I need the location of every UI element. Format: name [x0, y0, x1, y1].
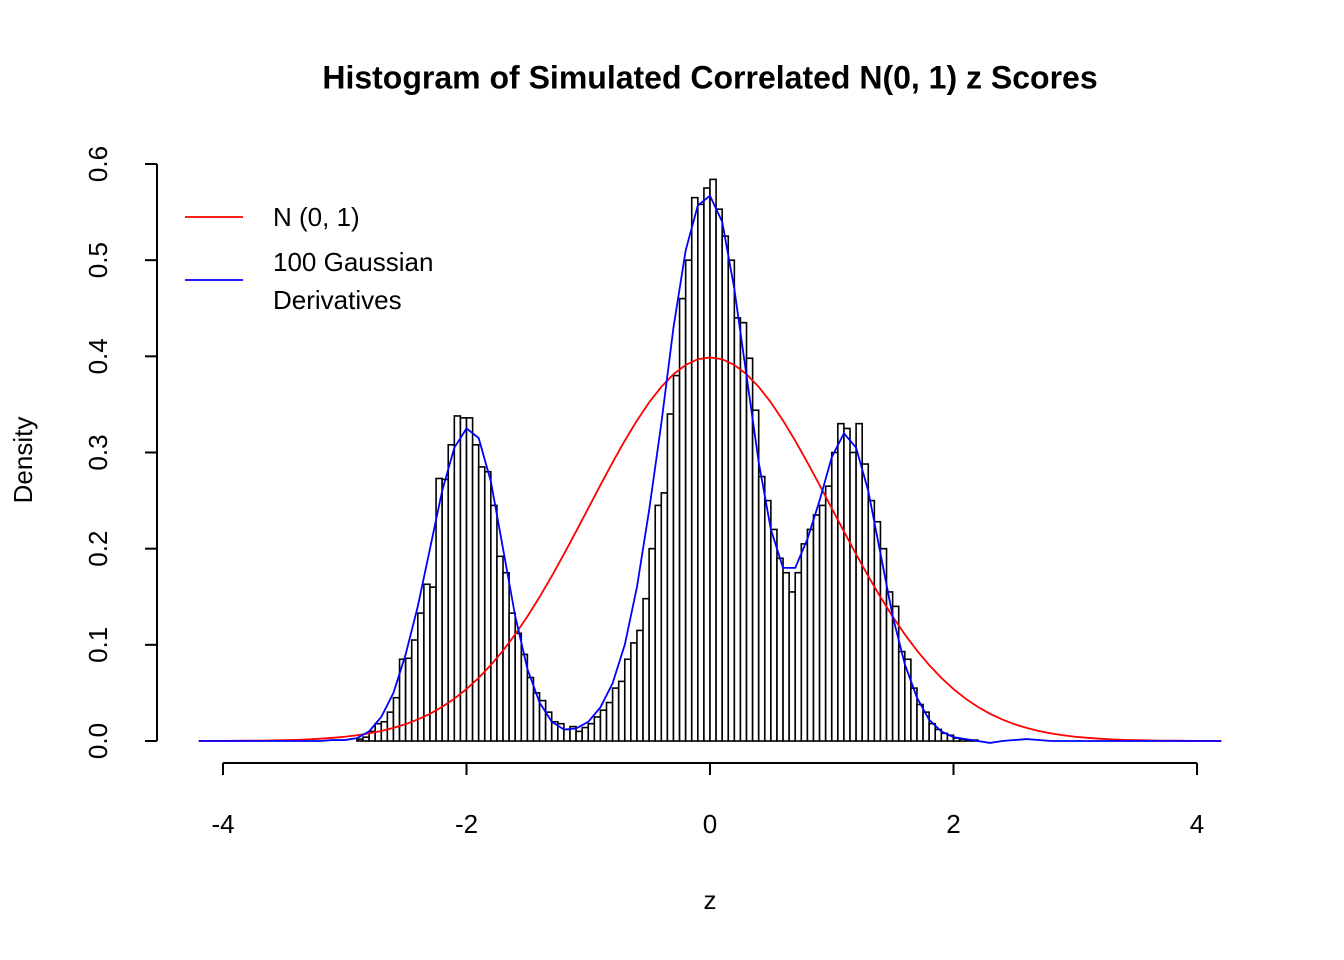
histogram-bar [496, 555, 504, 742]
y-axis-label: Density [8, 417, 38, 504]
histogram-bar [684, 259, 693, 742]
histogram-bar [636, 629, 644, 742]
histogram-bar [465, 417, 474, 742]
histogram-bar [690, 196, 699, 742]
histogram-bar [727, 259, 736, 742]
histogram-bar [453, 415, 462, 742]
y-tick-label: 0.5 [83, 242, 113, 278]
histogram-bar [855, 422, 863, 742]
histogram-bar [770, 528, 778, 742]
histogram-bar [477, 466, 486, 742]
x-tick-label: 0 [703, 809, 717, 839]
chart-title: Histogram of Simulated Correlated N(0, 1… [322, 59, 1097, 95]
histogram-bar [471, 444, 480, 742]
x-tick-label: -4 [211, 809, 234, 839]
histogram-bar [861, 463, 870, 742]
histogram-bar [873, 520, 882, 742]
histogram-bar [386, 711, 395, 742]
histogram-bar [788, 591, 797, 742]
histogram-bar [830, 451, 839, 742]
histogram-bar [575, 730, 583, 742]
histogram-bar [672, 374, 681, 742]
histogram-bar [697, 203, 705, 742]
histogram-bar [416, 612, 425, 742]
histogram-bar [916, 703, 924, 742]
histogram-bar [648, 547, 657, 742]
histogram-bar [818, 504, 827, 742]
histogram-bar [490, 504, 498, 742]
y-tick-label: 0.3 [83, 434, 113, 470]
histogram-bar [739, 321, 748, 742]
histogram-bar [441, 478, 450, 742]
histogram-bar [617, 680, 626, 742]
histogram-bar [410, 639, 419, 742]
x-tick-label: 2 [946, 809, 960, 839]
histogram-bar [362, 736, 370, 742]
y-tick-label: 0.2 [83, 531, 113, 567]
histogram-bar [404, 657, 413, 742]
histogram-bar [837, 422, 845, 742]
histogram-bar [763, 499, 772, 742]
histogram-bar [782, 571, 790, 742]
histogram-bar [812, 514, 821, 742]
histogram-bar [654, 504, 663, 742]
histogram-bar [605, 701, 614, 742]
histogram-bar [824, 485, 833, 742]
histogram-bar [709, 178, 717, 742]
y-tick-label: 0.6 [83, 146, 113, 182]
histogram-bar [526, 676, 535, 742]
histogram-bar [502, 571, 510, 742]
histogram-bar [599, 709, 608, 742]
histogram-bar [630, 642, 638, 742]
histogram-bar [423, 583, 431, 742]
histogram-bar [611, 687, 620, 742]
legend-label: N (0, 1) [273, 202, 360, 232]
histogram-bar [642, 597, 650, 742]
density-line [198, 356, 1222, 742]
histogram-bar [867, 499, 876, 742]
histogram-bar [715, 208, 723, 742]
histogram-bar [429, 586, 437, 742]
density-line [198, 194, 1222, 744]
histogram-bar [581, 726, 590, 742]
histogram-bar [928, 722, 937, 742]
histogram-bar [483, 470, 492, 742]
histogram-bar [666, 413, 675, 742]
x-tick-label: -2 [455, 809, 478, 839]
histogram-bar [587, 722, 596, 742]
y-tick-label: 0.1 [83, 627, 113, 663]
y-tick-label: 0.0 [83, 723, 113, 759]
histogram-bar [703, 187, 711, 742]
histogram-bar [392, 696, 401, 742]
histogram-bar [800, 543, 809, 742]
x-axis-label: z [704, 885, 717, 915]
histogram-bar [593, 716, 602, 742]
histogram-bar [849, 451, 857, 742]
x-tick-label: 4 [1190, 809, 1204, 839]
histogram-bar [806, 528, 815, 742]
histogram-bar [733, 317, 742, 742]
histogram-bar [447, 444, 456, 742]
histogram-bar [897, 650, 906, 742]
histogram-bar [514, 632, 523, 742]
histogram-bar [757, 475, 766, 742]
histogram-bar [776, 557, 784, 742]
histogram-bar [721, 235, 730, 742]
legend-label: 100 Gaussian Derivatives [273, 247, 434, 315]
histogram-bar [623, 658, 632, 742]
histogram-bar [508, 612, 516, 742]
y-tick-label: 0.4 [83, 338, 113, 374]
histogram-bar [843, 427, 851, 742]
histogram-bar [794, 571, 803, 742]
histogram-bar [660, 492, 669, 742]
histogram-bar [563, 728, 571, 742]
histogram-bar [356, 738, 364, 742]
